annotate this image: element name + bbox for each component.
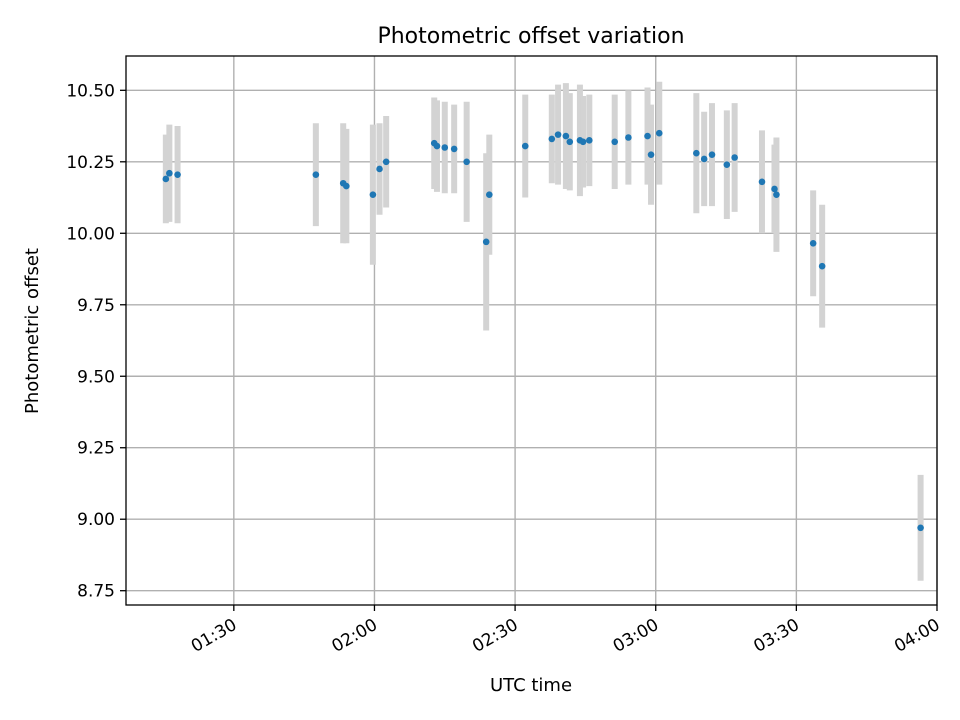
- y-tick-label: 9.75: [77, 296, 115, 316]
- x-tick-label: 03:00: [610, 615, 662, 657]
- data-point: [917, 524, 924, 532]
- data-point: [758, 178, 766, 186]
- data-point: [647, 151, 655, 158]
- data-point: [369, 191, 377, 198]
- data-point: [586, 137, 593, 144]
- x-tick-label: 02:30: [469, 615, 521, 657]
- data-point: [450, 145, 458, 153]
- y-tick-label: 9.50: [77, 367, 115, 387]
- data-point: [625, 134, 632, 141]
- y-tick-label: 10.50: [66, 81, 115, 101]
- data-point: [548, 135, 556, 143]
- data-point: [693, 149, 700, 157]
- plot-frame: [125, 55, 938, 606]
- data-point: [562, 132, 570, 140]
- data-point: [700, 155, 708, 163]
- data-point: [708, 151, 716, 158]
- data-point: [166, 169, 173, 177]
- x-tick-label: 01:30: [188, 615, 240, 657]
- data-point: [312, 171, 320, 178]
- y-tick-label: 8.75: [77, 582, 115, 602]
- data-point: [162, 175, 170, 183]
- data-point: [174, 171, 181, 178]
- x-tick-label: 02:00: [329, 615, 381, 657]
- data-point: [433, 142, 441, 150]
- x-tick-label: 04:00: [891, 615, 943, 657]
- chart-title: Photometric offset variation: [377, 24, 684, 49]
- data-point: [579, 138, 587, 146]
- axis-ticks: 8.75 9.00 9.25 9.50 9.75 10.00 10.25 10.50 01:30…: [66, 81, 943, 657]
- data-point: [566, 138, 574, 146]
- y-tick-label: 9.00: [77, 510, 115, 530]
- y-tick-label: 10.25: [66, 153, 115, 173]
- y-axis-label: Photometric offset: [22, 248, 43, 414]
- y-tick-label: 10.00: [66, 224, 115, 244]
- data-points: [162, 129, 924, 532]
- data-point: [521, 142, 529, 150]
- x-axis-label: UTC time: [490, 675, 572, 696]
- data-point: [809, 239, 817, 247]
- y-tick-label: 9.25: [77, 439, 115, 459]
- data-point: [644, 132, 651, 140]
- data-point: [554, 131, 562, 138]
- data-point: [773, 191, 780, 198]
- data-point: [382, 158, 390, 166]
- data-point: [655, 129, 663, 137]
- error-bars: [162, 81, 924, 581]
- grid-lines: [126, 56, 938, 605]
- data-point: [771, 185, 778, 193]
- data-point: [611, 138, 619, 146]
- data-point: [441, 144, 449, 151]
- x-tick-label: 03:30: [750, 615, 802, 657]
- data-point: [723, 161, 731, 168]
- data-point: [343, 182, 350, 190]
- data-point: [482, 238, 490, 246]
- data-point: [731, 154, 738, 161]
- data-point: [463, 158, 470, 166]
- data-point: [486, 191, 493, 198]
- data-point: [376, 165, 383, 173]
- data-point: [818, 262, 826, 270]
